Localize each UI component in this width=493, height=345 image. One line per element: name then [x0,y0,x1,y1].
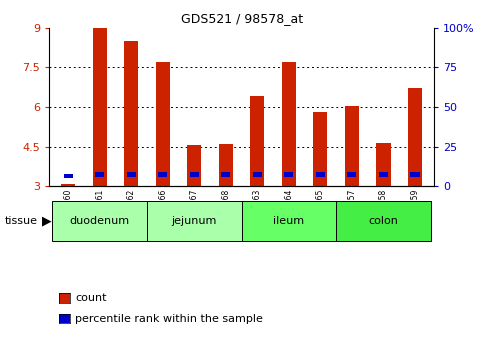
Bar [124,41,139,186]
Bar [347,172,356,177]
Bar [242,201,336,241]
Text: percentile rank within the sample: percentile rank within the sample [75,314,263,324]
Bar [93,28,107,186]
Bar [52,201,147,241]
Bar [127,172,136,177]
Bar [376,142,390,186]
Bar [147,201,242,241]
Bar [187,145,201,186]
Title: GDS521 / 98578_at: GDS521 / 98578_at [180,12,303,25]
Text: ileum: ileum [273,216,304,226]
Bar [284,172,293,177]
Bar [282,62,296,186]
Bar [219,144,233,186]
Bar [156,62,170,186]
Bar [316,172,325,177]
Bar [336,201,431,241]
Bar [61,184,75,186]
Text: ▶: ▶ [42,214,52,227]
Text: count: count [75,294,106,303]
Bar [250,96,264,186]
Bar [253,172,262,177]
Text: jejunum: jejunum [172,216,217,226]
Text: colon: colon [368,216,398,226]
Bar [95,172,105,177]
Bar [379,172,388,177]
Bar [313,112,327,186]
Text: duodenum: duodenum [70,216,130,226]
Bar [64,174,73,178]
Bar [190,172,199,177]
Bar [221,172,230,177]
Bar [158,172,168,177]
Bar [408,88,422,186]
Bar [345,106,359,186]
Text: tissue: tissue [5,216,38,226]
Bar [410,172,420,177]
